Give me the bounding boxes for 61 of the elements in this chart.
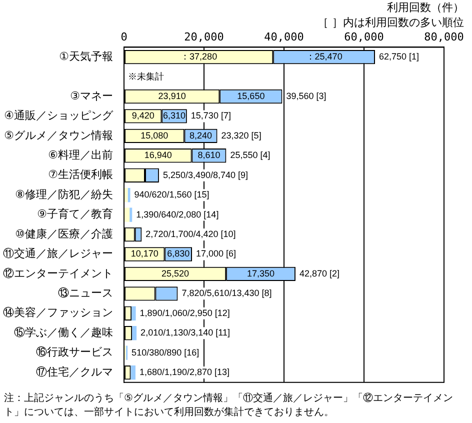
total-label: 62,750 [1] <box>379 52 420 62</box>
data-label: 25,520 <box>162 268 190 278</box>
text: 注：上記ジャンルのうち「⑤グルメ／タウン情報」「⑪交通／旅／レジャー」「⑫エンターテイメント」については、一部サイトにおいて利用回数が集計できておりません。 <box>4 392 454 420</box>
total-label: 42,870 [2] <box>299 268 340 278</box>
y-tick-label: ⑪交通／旅／レジャー <box>3 247 113 260</box>
total-label: 2,720/1,700/4,420 [10] <box>146 229 236 239</box>
data-label: 8,240 <box>190 130 212 140</box>
bar <box>130 208 132 222</box>
y-tick-label: ④通販／ショッピング <box>4 109 114 122</box>
data-label: 23,910 <box>158 90 186 101</box>
y-tick-label: ⑥料理／出前 <box>48 148 113 162</box>
y-tick-label: ⑬ニュース <box>58 286 113 300</box>
bar <box>124 208 130 222</box>
total-label: 25,550 [4] <box>230 150 270 160</box>
data-label: ：25,470 <box>306 52 342 62</box>
data-label: 6,830 <box>167 248 190 259</box>
total-label: 2,010/1,130/3,140 [11] <box>140 328 230 338</box>
y-tick-label: ③マネー <box>70 89 113 102</box>
y-tick-label: ①天気予報 <box>59 50 113 63</box>
x-tick-label: 80,000 <box>424 30 464 44</box>
y-tick-label: ⑭美容／ファッション <box>3 306 113 320</box>
y-tick-label: ⑮学ぶ／働く／趣味 <box>14 326 113 339</box>
data-label: 16,940 <box>144 150 172 160</box>
data-label: 10,170 <box>130 248 158 259</box>
x-tick-label: 0 <box>120 30 128 44</box>
total-label: 39,560 [3] <box>286 90 326 101</box>
total-label: 1,390/640/2,080 [14] <box>136 209 219 220</box>
data-label: 15,650 <box>237 90 265 101</box>
data-label: 9,420 <box>132 110 154 121</box>
total-label: 7,820/5,610/13,430 [8] <box>182 288 272 298</box>
total-label: 17,000 [6] <box>196 248 236 259</box>
x-tick-label: 20,000 <box>184 30 224 44</box>
data-label: 17,350 <box>247 268 275 278</box>
data-label: 15,080 <box>140 130 168 140</box>
total-label: 15,730 [7] <box>190 110 231 121</box>
total-label: 1,680/1,190/2,870 [13] <box>139 367 230 378</box>
total-label: 5,250/3,490/8,740 [9] <box>162 170 248 180</box>
total-label: 510/380/890 [16] <box>132 347 200 358</box>
bar <box>130 365 136 380</box>
chart-subtitle: ［ ］内は利用回数の多い順位 <box>318 15 464 30</box>
y-tick-label: ⑤グルメ／タウン情報 <box>4 128 113 142</box>
data-label: 8,610 <box>198 150 220 160</box>
bar <box>132 326 137 340</box>
y-tick-label: ⑫エンターテイメント <box>3 266 113 280</box>
y-tick-label: ⑨子育て／教育 <box>37 208 113 221</box>
y-tick-label: ⑧修理／防犯／紛失 <box>15 188 113 201</box>
total-label: 23,320 [5] <box>221 130 262 140</box>
y-tick-label: ⑩健康／医療／介護 <box>15 227 113 240</box>
x-tick-label: 40,000 <box>264 30 304 44</box>
bar <box>124 188 128 202</box>
x-tick-label: 60,000 <box>344 30 384 44</box>
bar <box>132 306 136 320</box>
total-label: 940/620/1,560 [15] <box>134 190 210 200</box>
y-tick-label: ⑯行政サービス <box>36 346 113 359</box>
total-label: 1,890/1,060/2,950 [12] <box>140 308 230 318</box>
y-tick-label: ⑰住宅／クルマ <box>36 365 113 378</box>
x-axis-title: 利用回数（件） <box>386 0 464 15</box>
text: ※未集計 <box>128 71 164 82</box>
data-label: 6,310 <box>163 110 186 121</box>
y-tick-label: ⑦生活便利帳 <box>48 168 113 182</box>
data-label: ：37,280 <box>180 52 218 62</box>
